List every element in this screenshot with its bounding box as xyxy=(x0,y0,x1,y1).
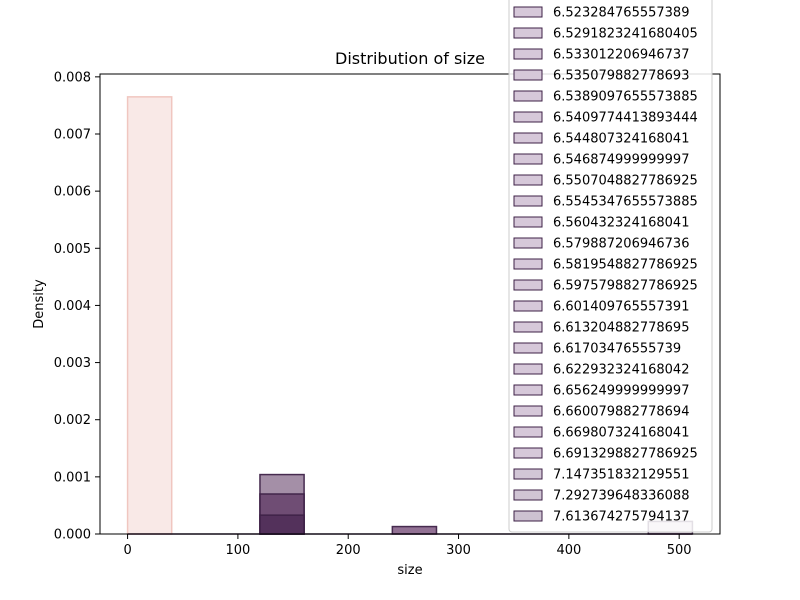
legend-label: 6.5507048827786925 xyxy=(553,174,698,189)
histogram-bar xyxy=(259,514,305,535)
x-axis-title: size xyxy=(397,563,422,578)
x-tick-label: 500 xyxy=(667,543,692,558)
legend-label: 7.147351832129551 xyxy=(553,468,689,483)
legend-swatch xyxy=(513,195,543,207)
y-tick-label: 0.006 xyxy=(54,185,91,200)
legend-label: 6.669807324168041 xyxy=(553,426,689,441)
legend: 6.523284765557389 6.5291823241680405 6.533… xyxy=(508,0,713,533)
legend-swatch xyxy=(513,27,543,39)
axes-frame xyxy=(99,73,721,535)
y-tick-label: 0.005 xyxy=(54,242,91,257)
legend-swatch xyxy=(513,321,543,333)
histogram-bar xyxy=(391,525,438,535)
legend-swatch xyxy=(513,447,543,459)
legend-swatch xyxy=(513,6,543,18)
legend-label: 6.579887206946736 xyxy=(553,237,689,252)
legend-swatch xyxy=(513,342,543,354)
legend-swatch xyxy=(513,111,543,123)
legend-swatch xyxy=(513,258,543,270)
x-tick-label: 100 xyxy=(225,543,250,558)
legend-label: 7.613674275794137 xyxy=(553,510,689,525)
x-tick-label: 0 xyxy=(123,543,131,558)
legend-swatch xyxy=(513,489,543,501)
legend-swatch xyxy=(513,69,543,81)
legend-label: 6.5545347655573885 xyxy=(553,195,698,210)
legend-label: 6.560432324168041 xyxy=(553,216,689,231)
legend-swatch xyxy=(513,90,543,102)
legend-swatch xyxy=(513,426,543,438)
legend-label: 6.5975798827786925 xyxy=(553,279,698,294)
legend-label: 6.61703476555739 xyxy=(553,342,681,357)
legend-label: 6.523284765557389 xyxy=(553,6,689,21)
legend-label: 6.546874999999997 xyxy=(553,153,689,168)
legend-swatch xyxy=(513,237,543,249)
legend-swatch xyxy=(513,405,543,417)
y-tick-label: 0.002 xyxy=(54,413,91,428)
legend-swatch xyxy=(513,174,543,186)
legend-label: 6.544807324168041 xyxy=(553,132,689,147)
legend-label: 6.656249999999997 xyxy=(553,384,689,399)
legend-label: 6.660079882778694 xyxy=(553,405,689,420)
legend-label: 6.613204882778695 xyxy=(553,321,689,336)
legend-swatch xyxy=(513,153,543,165)
legend-swatch xyxy=(513,384,543,396)
histogram-bar xyxy=(126,96,173,535)
legend-swatch xyxy=(513,300,543,312)
legend-label: 6.5291823241680405 xyxy=(553,27,698,42)
legend-swatch xyxy=(513,510,543,522)
y-axis-title: Density xyxy=(32,279,47,329)
legend-label: 6.5409774413893444 xyxy=(553,111,698,126)
plot-frame xyxy=(99,73,721,535)
legend-label: 6.622932324168042 xyxy=(553,363,689,378)
y-tick-label: 0.000 xyxy=(54,528,91,543)
axes: Distribution of size size Density xyxy=(32,49,485,578)
legend-swatch xyxy=(513,363,543,375)
legend-label: 7.292739648336088 xyxy=(553,489,689,504)
legend-label: 6.535079882778693 xyxy=(553,69,689,84)
y-tick-label: 0.007 xyxy=(54,128,91,143)
y-tick-label: 0.003 xyxy=(54,356,91,371)
legend-label: 6.6913298827786925 xyxy=(553,447,698,462)
legend-label: 6.5389097655573885 xyxy=(553,90,698,105)
y-tick-label: 0.004 xyxy=(54,299,91,314)
legend-label: 6.5819548827786925 xyxy=(553,258,698,273)
legend-swatch xyxy=(513,132,543,144)
legend-label: 6.533012206946737 xyxy=(553,48,689,63)
x-tick-label: 400 xyxy=(556,543,581,558)
legend-swatch xyxy=(513,48,543,60)
legend-swatch xyxy=(513,279,543,291)
chart-title: Distribution of size xyxy=(335,49,485,68)
legend-swatch xyxy=(513,468,543,480)
x-tick-label: 300 xyxy=(446,543,471,558)
legend-label: 6.601409765557391 xyxy=(553,300,689,315)
y-tick-label: 0.001 xyxy=(54,470,91,485)
x-tick-label: 200 xyxy=(336,543,361,558)
y-tick-label: 0.008 xyxy=(54,70,91,85)
ticks: 0 100 200 300 400 500 0.000 0.001 0.002 0.003 0.00… xyxy=(54,70,692,558)
legend-swatch xyxy=(513,216,543,228)
legend-box xyxy=(508,0,713,533)
